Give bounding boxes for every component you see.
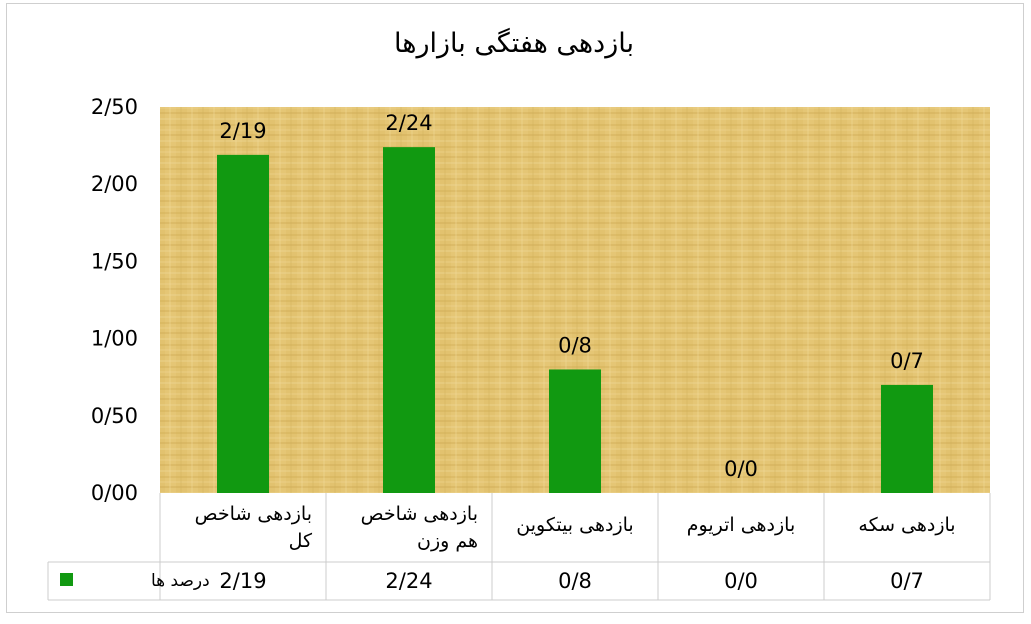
bar-data-label: 0/7	[890, 349, 924, 373]
y-tick-label: 1/00	[91, 327, 138, 351]
y-axis: 0/00 0/50 1/00 1/50 2/00 2/50	[91, 95, 138, 505]
chart-title: بازدهی هفتگی بازارها	[394, 27, 634, 59]
table-value: 0/8	[558, 569, 592, 593]
data-labels: 2/19 2/24 0/8 0/0 0/7	[219, 111, 923, 481]
bar-data-label: 0/0	[724, 457, 758, 481]
category-label: بازدهی شاخص	[195, 503, 312, 525]
y-tick-label: 1/50	[91, 249, 138, 273]
y-tick-label: 2/50	[91, 95, 138, 119]
table-value: 2/24	[385, 569, 432, 593]
y-tick-label: 0/50	[91, 404, 138, 428]
bar-data-label: 0/8	[558, 333, 592, 357]
bar	[881, 384, 933, 493]
bar	[383, 147, 435, 494]
table-value: 0/0	[724, 569, 758, 593]
legend-label: درصد ها	[151, 571, 210, 591]
bars	[217, 147, 933, 494]
y-tick-label: 0/00	[91, 481, 138, 505]
category-label: کل	[289, 530, 313, 552]
bar	[549, 369, 601, 493]
data-table: بازدهی شاخص کل بازدهی شاخص هم وزن بازدهی بیت…	[47, 493, 991, 601]
category-label: بازدهی شاخص	[361, 503, 478, 525]
legend-swatch	[60, 573, 73, 586]
y-tick-label: 2/00	[91, 172, 138, 196]
table-value: 0/7	[890, 569, 924, 593]
bar	[217, 154, 269, 493]
category-label: بازدهی اتریوم	[687, 514, 796, 536]
category-label: بازدهی بیتکوین	[516, 514, 633, 536]
bar-data-label: 2/24	[385, 111, 432, 135]
category-label: هم وزن	[417, 530, 478, 552]
table-value: 2/19	[219, 569, 266, 593]
category-label: بازدهی سکه	[858, 514, 955, 536]
bar-data-label: 2/19	[219, 119, 266, 143]
